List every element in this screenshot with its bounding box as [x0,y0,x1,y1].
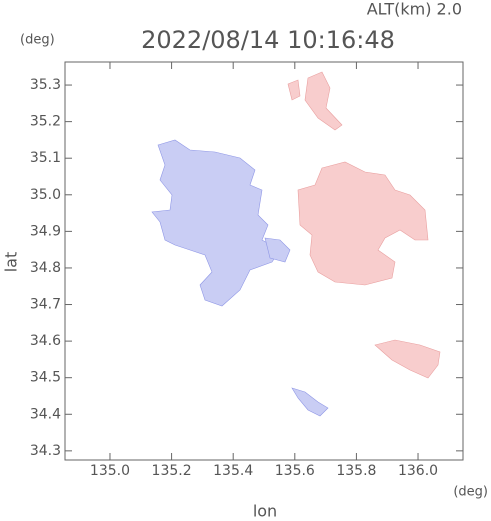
y-tick-label: 35.3 [30,77,61,93]
x-tick-label: 135.8 [336,463,376,479]
x-unit: (deg) [453,485,488,500]
y-axis-label: lat [2,252,21,273]
x-tick-label: 135.6 [275,463,315,479]
y-unit: (deg) [20,33,55,48]
x-tick-label: 135.0 [90,463,130,479]
echo-field [151,71,441,417]
x-axis-label: lon [253,502,277,521]
y-tick-label: 34.6 [30,333,61,349]
y-tick-label: 35.2 [30,114,61,130]
altitude-label: ALT(km) 2.0 [367,0,462,19]
y-tick-label: 34.8 [30,260,61,276]
x-tick-label: 135.2 [152,463,192,479]
y-tick-label: 35.0 [30,187,61,203]
plot-frame [64,61,464,461]
y-tick-label: 34.3 [30,443,61,459]
x-tick-label: 135.4 [213,463,253,479]
y-tick-label: 34.7 [30,297,61,313]
x-tick-label: 136.0 [398,463,438,479]
y-tick-label: 34.4 [30,406,61,422]
y-tick-label: 35.1 [30,150,61,166]
y-tick-label: 34.5 [30,370,61,386]
chart-title: 2022/08/14 10:16:48 [141,26,395,54]
y-tick-label: 34.9 [30,223,61,239]
